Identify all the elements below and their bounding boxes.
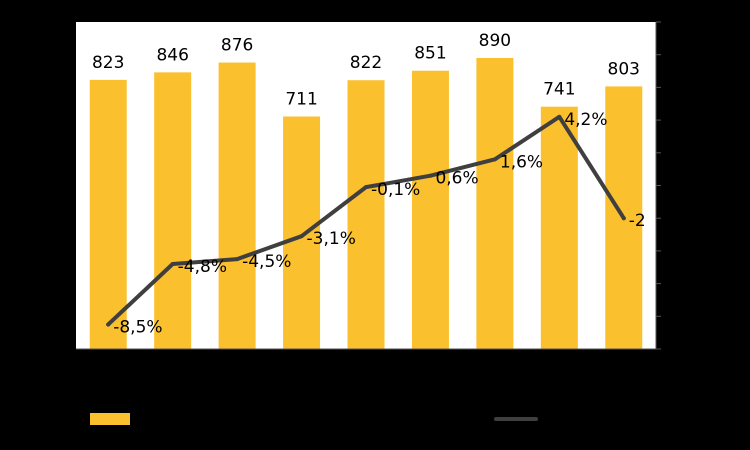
bar-value-label: 851	[414, 44, 446, 64]
line-value-label: 1,6%	[500, 152, 543, 172]
line-value-label: 4,2%	[564, 110, 607, 130]
line-point	[170, 261, 175, 266]
bar-value-label: 846	[156, 45, 188, 65]
line-point	[106, 322, 111, 327]
bar-value-label: 803	[608, 59, 640, 79]
line-point	[299, 234, 304, 239]
line-series	[106, 114, 626, 327]
line-value-label: -4,8%	[178, 257, 227, 277]
line-value-label: -2	[629, 211, 646, 231]
line-point	[621, 216, 626, 221]
line-data-labels: -8,5% -4,8% -4,5% -3,1% -0,1% 0,6% 1,6% 4,2% -2	[113, 110, 646, 338]
bar-value-label: 890	[479, 31, 511, 51]
bar-value-label: 822	[350, 53, 382, 73]
bar-series	[89, 57, 643, 350]
line-point	[557, 114, 562, 119]
line-value-label: -3,1%	[307, 229, 356, 249]
bar-value-label: 876	[221, 36, 253, 56]
line-point	[364, 185, 368, 190]
line-value-label: -4,5%	[242, 252, 291, 272]
bar	[476, 57, 514, 349]
line-value-label: 0,6%	[435, 169, 478, 189]
right-axis	[76, 21, 661, 350]
bar	[540, 106, 578, 350]
line-value-label: -8,5%	[113, 317, 162, 337]
line-point	[235, 257, 240, 262]
bar-value-label: 823	[92, 53, 124, 73]
legend	[90, 413, 538, 425]
bar-value-label: 711	[285, 90, 317, 110]
legend-swatch-bars	[90, 413, 130, 425]
bar	[218, 62, 256, 349]
bar	[347, 80, 385, 350]
line-point	[492, 157, 497, 162]
bar	[411, 70, 449, 350]
bar	[283, 116, 321, 350]
line-point	[428, 173, 433, 178]
bar-value-label: 741	[543, 80, 575, 100]
bar	[154, 72, 192, 349]
bar	[89, 79, 127, 349]
bar-data-labels: 823 846 876 711 822 851 890 741 803	[92, 31, 640, 110]
line-value-label: -0,1%	[371, 180, 420, 200]
